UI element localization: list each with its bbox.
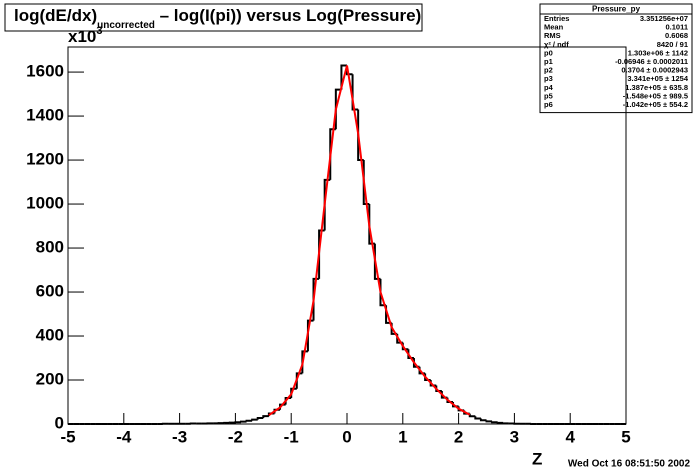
histogram-bin	[312, 277, 320, 321]
stats-value: -0.06946 ± 0.0002011	[615, 57, 688, 66]
stats-key: p4	[544, 83, 554, 92]
stats-title: Pressure_py	[592, 5, 641, 14]
x-tick-label: -1	[284, 427, 299, 446]
stats-key: Entries	[544, 14, 569, 23]
x-tick-label: 2	[454, 427, 463, 446]
y-tick-label: 1200	[26, 150, 64, 169]
stats-key: p0	[544, 48, 553, 57]
histogram-bin	[351, 74, 359, 111]
stats-value: 3.351256e+07	[640, 14, 688, 23]
x-tick-label: 1	[398, 427, 407, 446]
title-rest: – log(I(pi)) versus Log(Pressure)	[155, 6, 421, 25]
mult-exp: 3	[96, 25, 102, 37]
x-tick-label: -5	[60, 427, 75, 446]
stats-value: -1.548e+05 ± 989.5	[623, 91, 688, 100]
stats-value: 0.3704 ± 0.0002943	[621, 66, 688, 75]
x-axis-label: Z	[532, 449, 542, 468]
stats-key: p5	[544, 91, 553, 100]
stats-value: 1.387e+05 ± 635.8	[625, 83, 688, 92]
histogram-bin	[306, 319, 314, 352]
x-tick-label: 4	[565, 427, 575, 446]
histogram-bin	[485, 420, 493, 423]
timestamp: Wed Oct 16 08:51:50 2002	[568, 459, 691, 470]
histogram-bin	[256, 417, 264, 420]
y-tick-label: 1000	[26, 194, 64, 213]
x-tick-label: 5	[621, 427, 630, 446]
y-tick-label: 400	[36, 326, 64, 345]
stats-key: χ² / ndf	[544, 40, 569, 49]
stats-value: -1.042e+05 ± 554.2	[623, 100, 688, 109]
y-tick-label: 200	[36, 369, 64, 388]
stats-value: 0.6068	[665, 31, 688, 40]
y-tick-label: 600	[36, 282, 64, 301]
y-tick-label: 1600	[26, 62, 64, 81]
histogram-bin	[479, 418, 487, 422]
fit-curve	[268, 65, 471, 417]
histogram-bin	[262, 415, 269, 419]
stats-key: p1	[544, 57, 553, 66]
stats-key: RMS	[544, 31, 561, 40]
histogram-bin	[245, 419, 253, 422]
y-multiplier: x103	[68, 25, 103, 47]
stats-key: p6	[544, 100, 553, 109]
histogram-bin	[496, 421, 504, 424]
x-tick-label: -4	[116, 427, 132, 446]
histogram-bin	[491, 421, 498, 424]
histogram-bin	[251, 418, 258, 421]
histogram-bin	[474, 416, 481, 420]
y-tick-label: 1400	[26, 106, 64, 125]
x-tick-label: -2	[228, 427, 243, 446]
stats-frame	[539, 3, 693, 114]
stats-value: 1.303e+06 ± 1142	[628, 48, 688, 57]
chart-title: log(dE/dx)uncorrected – log(I(pi)) versu…	[14, 6, 421, 30]
histogram-bin	[239, 420, 247, 423]
title-box	[4, 3, 423, 32]
stats-key: Mean	[544, 23, 564, 32]
y-tick-label: 800	[36, 238, 64, 257]
stats-value: 0.1011	[665, 23, 688, 32]
x-tick-label: -3	[172, 427, 187, 446]
histogram-bin	[340, 64, 347, 90]
stats-key: p3	[544, 74, 553, 83]
stats-value: 8420 / 91	[657, 40, 688, 49]
histogram-bin	[295, 372, 303, 389]
y-tick-label: 0	[55, 413, 64, 432]
stats-key: p2	[544, 66, 553, 75]
stats-box: Pressure_py Entries 3.351256e+07 Mean 0.1011…	[539, 3, 693, 114]
x-tick-label: 3	[510, 427, 519, 446]
stats-value: 3.341e+05 ± 1254	[627, 74, 688, 83]
title-sub: uncorrected	[97, 20, 155, 31]
x-tick-label: 0	[342, 427, 351, 446]
histogram-bin	[318, 229, 325, 279]
mult-base: x10	[68, 27, 96, 46]
title-main: log(dE/dx)	[14, 6, 97, 25]
